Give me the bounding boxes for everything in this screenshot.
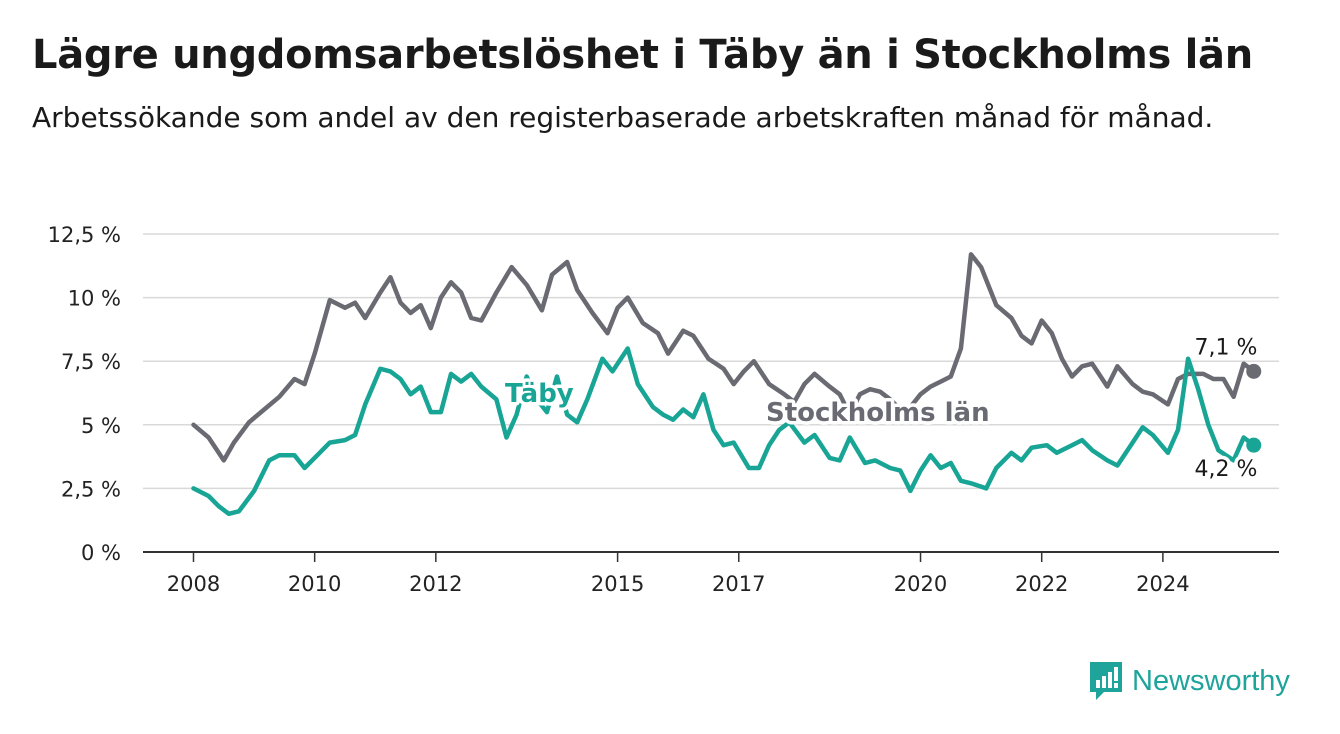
series-end-dot [1246, 363, 1262, 379]
y-tick-label: 12,5 % [48, 223, 121, 247]
newsworthy-logo-icon [1090, 662, 1122, 700]
x-tick-label: 2017 [712, 572, 765, 596]
y-tick-label: 10 % [68, 287, 121, 311]
x-tick-label: 2010 [288, 572, 341, 596]
chart-title: Lägre ungdomsarbetslöshet i Täby än i St… [32, 32, 1253, 78]
brand-name: Newsworthy [1132, 664, 1290, 697]
y-axis-ticks: 0 % 2,5 % 5 % 7,5 % 10 % 12,5 % [48, 223, 121, 565]
y-tick-label: 7,5 % [61, 350, 121, 374]
x-axis-ticks: 2008 2010 2012 2015 2017 2020 2022 2024 [167, 552, 1190, 596]
end-label-stockholm-halo: 7,1 % [1195, 335, 1258, 360]
x-tick-label: 2022 [1015, 572, 1068, 596]
newsworthy-logo[interactable]: Newsworthy [1088, 660, 1290, 702]
series-label-stockholm: Stockholms län [766, 398, 990, 428]
series-label-stockholm-halo: Stockholms län [766, 398, 990, 428]
chart-subtitle: Arbetssökande som andel av den registerb… [32, 101, 1214, 134]
grid-lines [143, 233, 1279, 553]
end-label-stockholm: 7,1 % [1195, 335, 1258, 360]
series-line-taby [191, 346, 1257, 517]
y-tick-label: 5 % [81, 414, 121, 438]
series-line-stockholm [191, 252, 1257, 463]
series-lines [191, 252, 1262, 517]
y-tick-label: 0 % [81, 541, 121, 565]
x-tick-label: 2024 [1136, 572, 1189, 596]
series-label-taby-halo: Täby [505, 379, 574, 409]
end-label-taby-halo: 4,2 % [1195, 457, 1258, 482]
x-tick-label: 2020 [894, 572, 947, 596]
x-tick-label: 2015 [591, 572, 644, 596]
x-tick-label: 2012 [409, 572, 462, 596]
series-end-dot [1246, 437, 1262, 453]
series-label-taby: Täby [505, 379, 574, 409]
end-label-taby: 4,2 % [1195, 457, 1258, 482]
y-tick-label: 2,5 % [61, 477, 121, 501]
x-tick-label: 2008 [167, 572, 220, 596]
